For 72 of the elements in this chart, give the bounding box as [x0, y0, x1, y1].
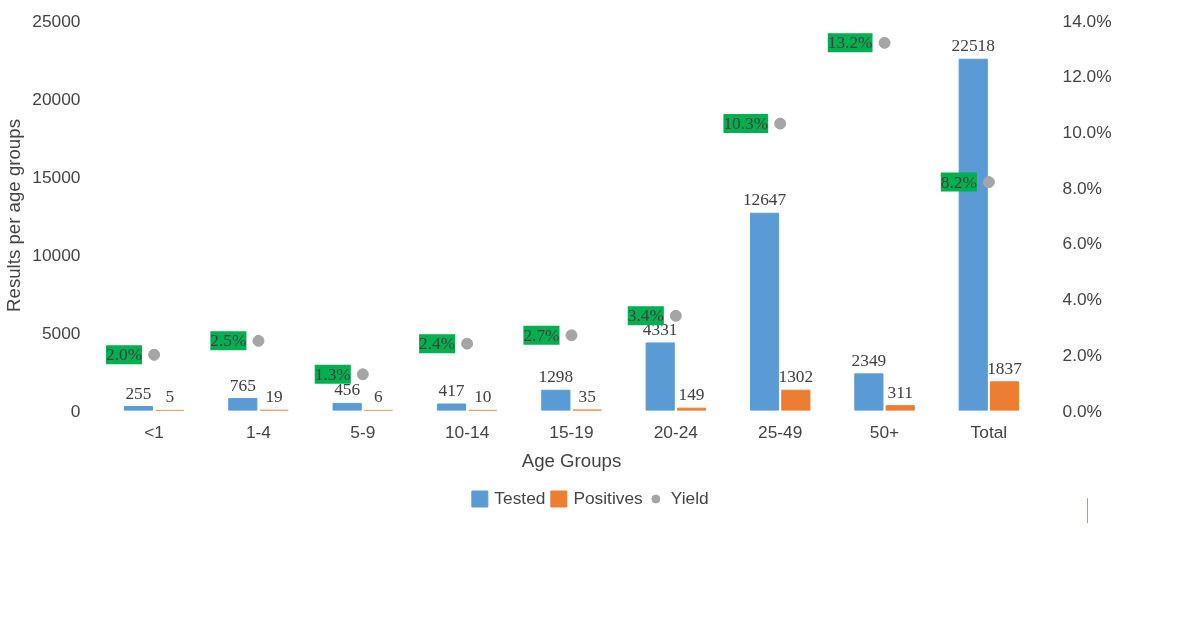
data-label: 19: [265, 387, 283, 407]
data-label: 149: [678, 385, 705, 405]
data-label: 10.3%: [723, 114, 769, 134]
data-label: 1.3%: [314, 364, 351, 384]
legend-label: Tested: [494, 487, 546, 509]
data-label: 13.2%: [827, 33, 873, 53]
y2-tick-label: 14.0%: [1062, 10, 1112, 31]
data-label: 1298: [538, 367, 574, 387]
bar: [989, 381, 1020, 411]
y-tick-label: 5000: [41, 322, 81, 343]
x-tick-label: <1: [144, 421, 164, 442]
data-label: 2.0%: [106, 345, 143, 365]
bar: [781, 389, 811, 411]
x-axis-title: Age Groups: [521, 449, 622, 471]
y-tick-label: 25000: [32, 10, 81, 31]
y2-tick-label: 10.0%: [1062, 121, 1112, 142]
data-label: 3.4%: [627, 306, 664, 326]
point: [774, 117, 787, 130]
data-label: 1302: [778, 367, 814, 387]
y-axis-title: Results per age groups: [3, 119, 25, 312]
data-label: 35: [578, 386, 596, 406]
y2-tick-label: 12.0%: [1062, 66, 1112, 87]
x-tick-label: 20-24: [653, 421, 699, 442]
data-label: 2.7%: [523, 325, 560, 345]
data-label: 311: [887, 382, 913, 402]
bar: [436, 403, 467, 411]
x-tick-label: 10-14: [444, 421, 490, 442]
point: [565, 329, 578, 342]
x-tick-label: 5-9: [350, 421, 376, 442]
point: [669, 309, 682, 322]
point: [252, 334, 265, 347]
bar: [332, 402, 362, 411]
x-tick-label: 25-49: [758, 421, 803, 442]
data-label: 12647: [742, 190, 787, 210]
data-label: 5: [165, 387, 175, 407]
bar: [645, 342, 675, 411]
bar: [749, 212, 780, 411]
point: [461, 337, 474, 350]
data-label: 10: [474, 387, 492, 407]
data-label: 6: [374, 387, 384, 407]
bar: [228, 398, 258, 411]
data-label: 255: [125, 383, 152, 403]
bar: [885, 405, 915, 411]
data-label: 765: [229, 375, 256, 395]
data-label: 8.2%: [940, 172, 977, 192]
x-tick-label: 15-19: [549, 421, 594, 442]
x-tick-label: 1-4: [245, 421, 272, 442]
y2-tick-label: 4.0%: [1062, 289, 1102, 310]
y2-tick-label: 0.0%: [1062, 400, 1102, 421]
point: [356, 368, 369, 381]
y-tick-label: 15000: [32, 166, 81, 187]
y-tick-label: 10000: [32, 244, 81, 265]
data-label: 1837: [987, 358, 1023, 378]
bar: [854, 373, 884, 411]
data-label: 2.4%: [419, 334, 456, 354]
point: [878, 36, 891, 49]
data-label: 22518: [951, 36, 995, 56]
y2-tick-label: 2.0%: [1062, 344, 1102, 365]
data-label: 2.5%: [210, 331, 247, 351]
y2-tick-label: 6.0%: [1062, 233, 1102, 254]
x-tick-label: Total: [970, 421, 1008, 442]
point: [982, 176, 995, 189]
bar: [541, 389, 571, 411]
legend-label: Positives: [573, 487, 643, 509]
y2-tick-label: 8.0%: [1062, 177, 1102, 198]
y-tick-label: 0: [70, 400, 81, 421]
data-label: 417: [438, 380, 465, 400]
point: [148, 348, 161, 361]
legend-label: Yield: [670, 487, 709, 509]
x-tick-label: 50+: [869, 421, 900, 442]
y-tick-label: 20000: [32, 88, 81, 109]
data-label: 2349: [851, 350, 887, 370]
